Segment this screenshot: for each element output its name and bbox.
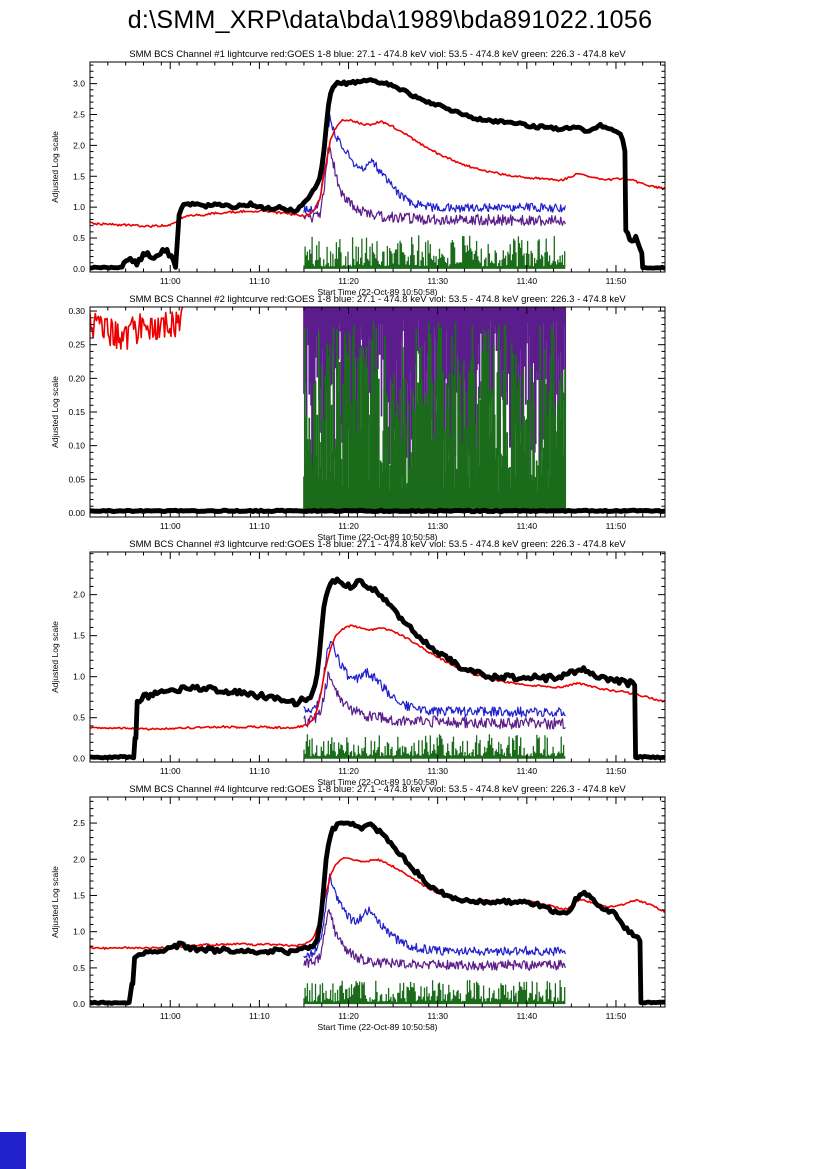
series-black: [90, 507, 665, 515]
series-blue: [303, 873, 566, 959]
x-tick-label: 11:20: [338, 766, 359, 776]
series-layer: [90, 820, 665, 1006]
x-tick-label: 11:10: [249, 766, 270, 776]
x-tick-label: 11:20: [338, 521, 359, 531]
plot-box: [89, 61, 666, 273]
y-tick-label: 2.0: [73, 590, 85, 600]
x-tick-label: 11:10: [249, 1011, 270, 1021]
x-axis-label: Start Time (22-Oct-89 10:50:58): [318, 1022, 438, 1032]
series-black: [90, 77, 665, 271]
x-tick-label: 11:40: [517, 276, 538, 286]
corner-square: [0, 1132, 26, 1169]
x-tick-label: 11:30: [427, 521, 448, 531]
y-tick-label: 3.0: [73, 79, 85, 89]
x-tick-label: 11:00: [160, 276, 181, 286]
x-tick-label: 11:50: [606, 1011, 627, 1021]
y-tick-label: 0.5: [73, 713, 85, 723]
x-tick-label: 11:20: [338, 276, 359, 286]
plot-box: [89, 551, 666, 763]
series-blue: [303, 640, 566, 718]
series-red: [90, 307, 184, 350]
y-tick-label: 1.0: [73, 202, 85, 212]
series-red: [90, 118, 665, 228]
x-tick-label: 11:30: [427, 1011, 448, 1021]
x-tick-label: 11:40: [517, 521, 538, 531]
y-tick-label: 0.25: [68, 340, 85, 350]
y-tick-label: 0.30: [68, 306, 85, 316]
y-tick-label: 0.5: [73, 233, 85, 243]
y-tick-label: 0.0: [73, 264, 85, 274]
x-tick-label: 11:30: [427, 766, 448, 776]
y-tick-label: 1.5: [73, 631, 85, 641]
x-tick-label: 11:10: [249, 276, 270, 286]
y-tick-label: 0.0: [73, 999, 85, 1009]
x-tick-label: 11:50: [606, 521, 627, 531]
axis-ticks: [89, 552, 665, 762]
series-green: [303, 235, 566, 269]
y-tick-label: 1.5: [73, 171, 85, 181]
y-tick-label: 1.0: [73, 672, 85, 682]
y-tick-label: 0.05: [68, 474, 85, 484]
series-layer: [90, 307, 665, 515]
y-tick-label: 0.00: [68, 508, 85, 518]
x-axis-label: Start Time (22-Oct-89 10:50:58): [318, 532, 438, 542]
chart-panel-4: 11:00 11:10 11:20 11:30 11:40 11:50 0.0 0.5 1.0 1…: [50, 784, 666, 1032]
x-tick-label: 11:00: [160, 1011, 181, 1021]
y-tick-label: 2.5: [73, 818, 85, 828]
x-tick-label: 11:20: [338, 1011, 359, 1021]
series-black: [90, 576, 665, 761]
y-tick-label: 2.5: [73, 110, 85, 120]
x-tick-label: 11:00: [160, 521, 181, 531]
panel-title: SMM BCS Channel #4 lightcurve red:GOES 1…: [129, 784, 626, 795]
x-tick-label: 11:50: [606, 276, 627, 286]
axis-ticks: [89, 307, 665, 517]
panel-title: SMM BCS Channel #3 lightcurve red:GOES 1…: [129, 539, 626, 550]
axis-ticks: [89, 62, 665, 272]
y-axis-label: Adjusted Log scale: [50, 131, 60, 203]
x-tick-label: 11:50: [606, 766, 627, 776]
y-axis-label: Adjusted Log scale: [50, 866, 60, 938]
chart-panel-2: 11:00 11:10 11:20 11:30 11:40 11:50 0.00 0.05 0.…: [50, 294, 666, 542]
y-tick-label: 2.0: [73, 854, 85, 864]
plot-box: [89, 796, 666, 1008]
y-tick-label: 1.5: [73, 890, 85, 900]
series-green: [303, 734, 566, 759]
chart-panel-1: 11:00 11:10 11:20 11:30 11:40 11:50 0.0 0.5 1.0 1…: [50, 49, 666, 297]
y-tick-label: 0.20: [68, 373, 85, 383]
page-title: d:\SMM_XRP\data\bda\1989\bda891022.1056: [127, 6, 653, 34]
series-red: [90, 857, 665, 950]
x-tick-label: 11:40: [517, 766, 538, 776]
series-red: [90, 624, 665, 731]
axis-ticks: [89, 797, 665, 1007]
x-axis-label: Start Time (22-Oct-89 10:50:58): [318, 777, 438, 787]
x-tick-label: 11:30: [427, 276, 448, 286]
series-layer: [90, 576, 665, 761]
x-tick-label: 11:40: [517, 1011, 538, 1021]
series-layer: [90, 77, 665, 271]
y-tick-label: 0.0: [73, 754, 85, 764]
x-tick-label: 11:10: [249, 521, 270, 531]
series-green: [303, 980, 566, 1005]
series-black: [90, 820, 665, 1006]
y-tick-label: 1.0: [73, 927, 85, 937]
y-tick-label: 2.0: [73, 140, 85, 150]
series-green: [303, 321, 567, 513]
y-tick-label: 0.10: [68, 441, 85, 451]
panel-title: SMM BCS Channel #1 lightcurve red:GOES 1…: [129, 49, 626, 60]
series-violet: [303, 671, 566, 730]
x-tick-label: 11:00: [160, 766, 181, 776]
y-tick-label: 0.5: [73, 963, 85, 973]
chart-panel-3: 11:00 11:10 11:20 11:30 11:40 11:50 0.0 0.5 1.0 1…: [50, 539, 666, 787]
y-axis-label: Adjusted Log scale: [50, 376, 60, 448]
x-axis-label: Start Time (22-Oct-89 10:50:58): [318, 287, 438, 297]
series-violet: [303, 146, 566, 227]
y-tick-label: 0.15: [68, 407, 85, 417]
panel-title: SMM BCS Channel #2 lightcurve red:GOES 1…: [129, 294, 626, 305]
y-axis-label: Adjusted Log scale: [50, 621, 60, 693]
series-blue: [303, 114, 566, 214]
series-violet: [303, 908, 566, 971]
